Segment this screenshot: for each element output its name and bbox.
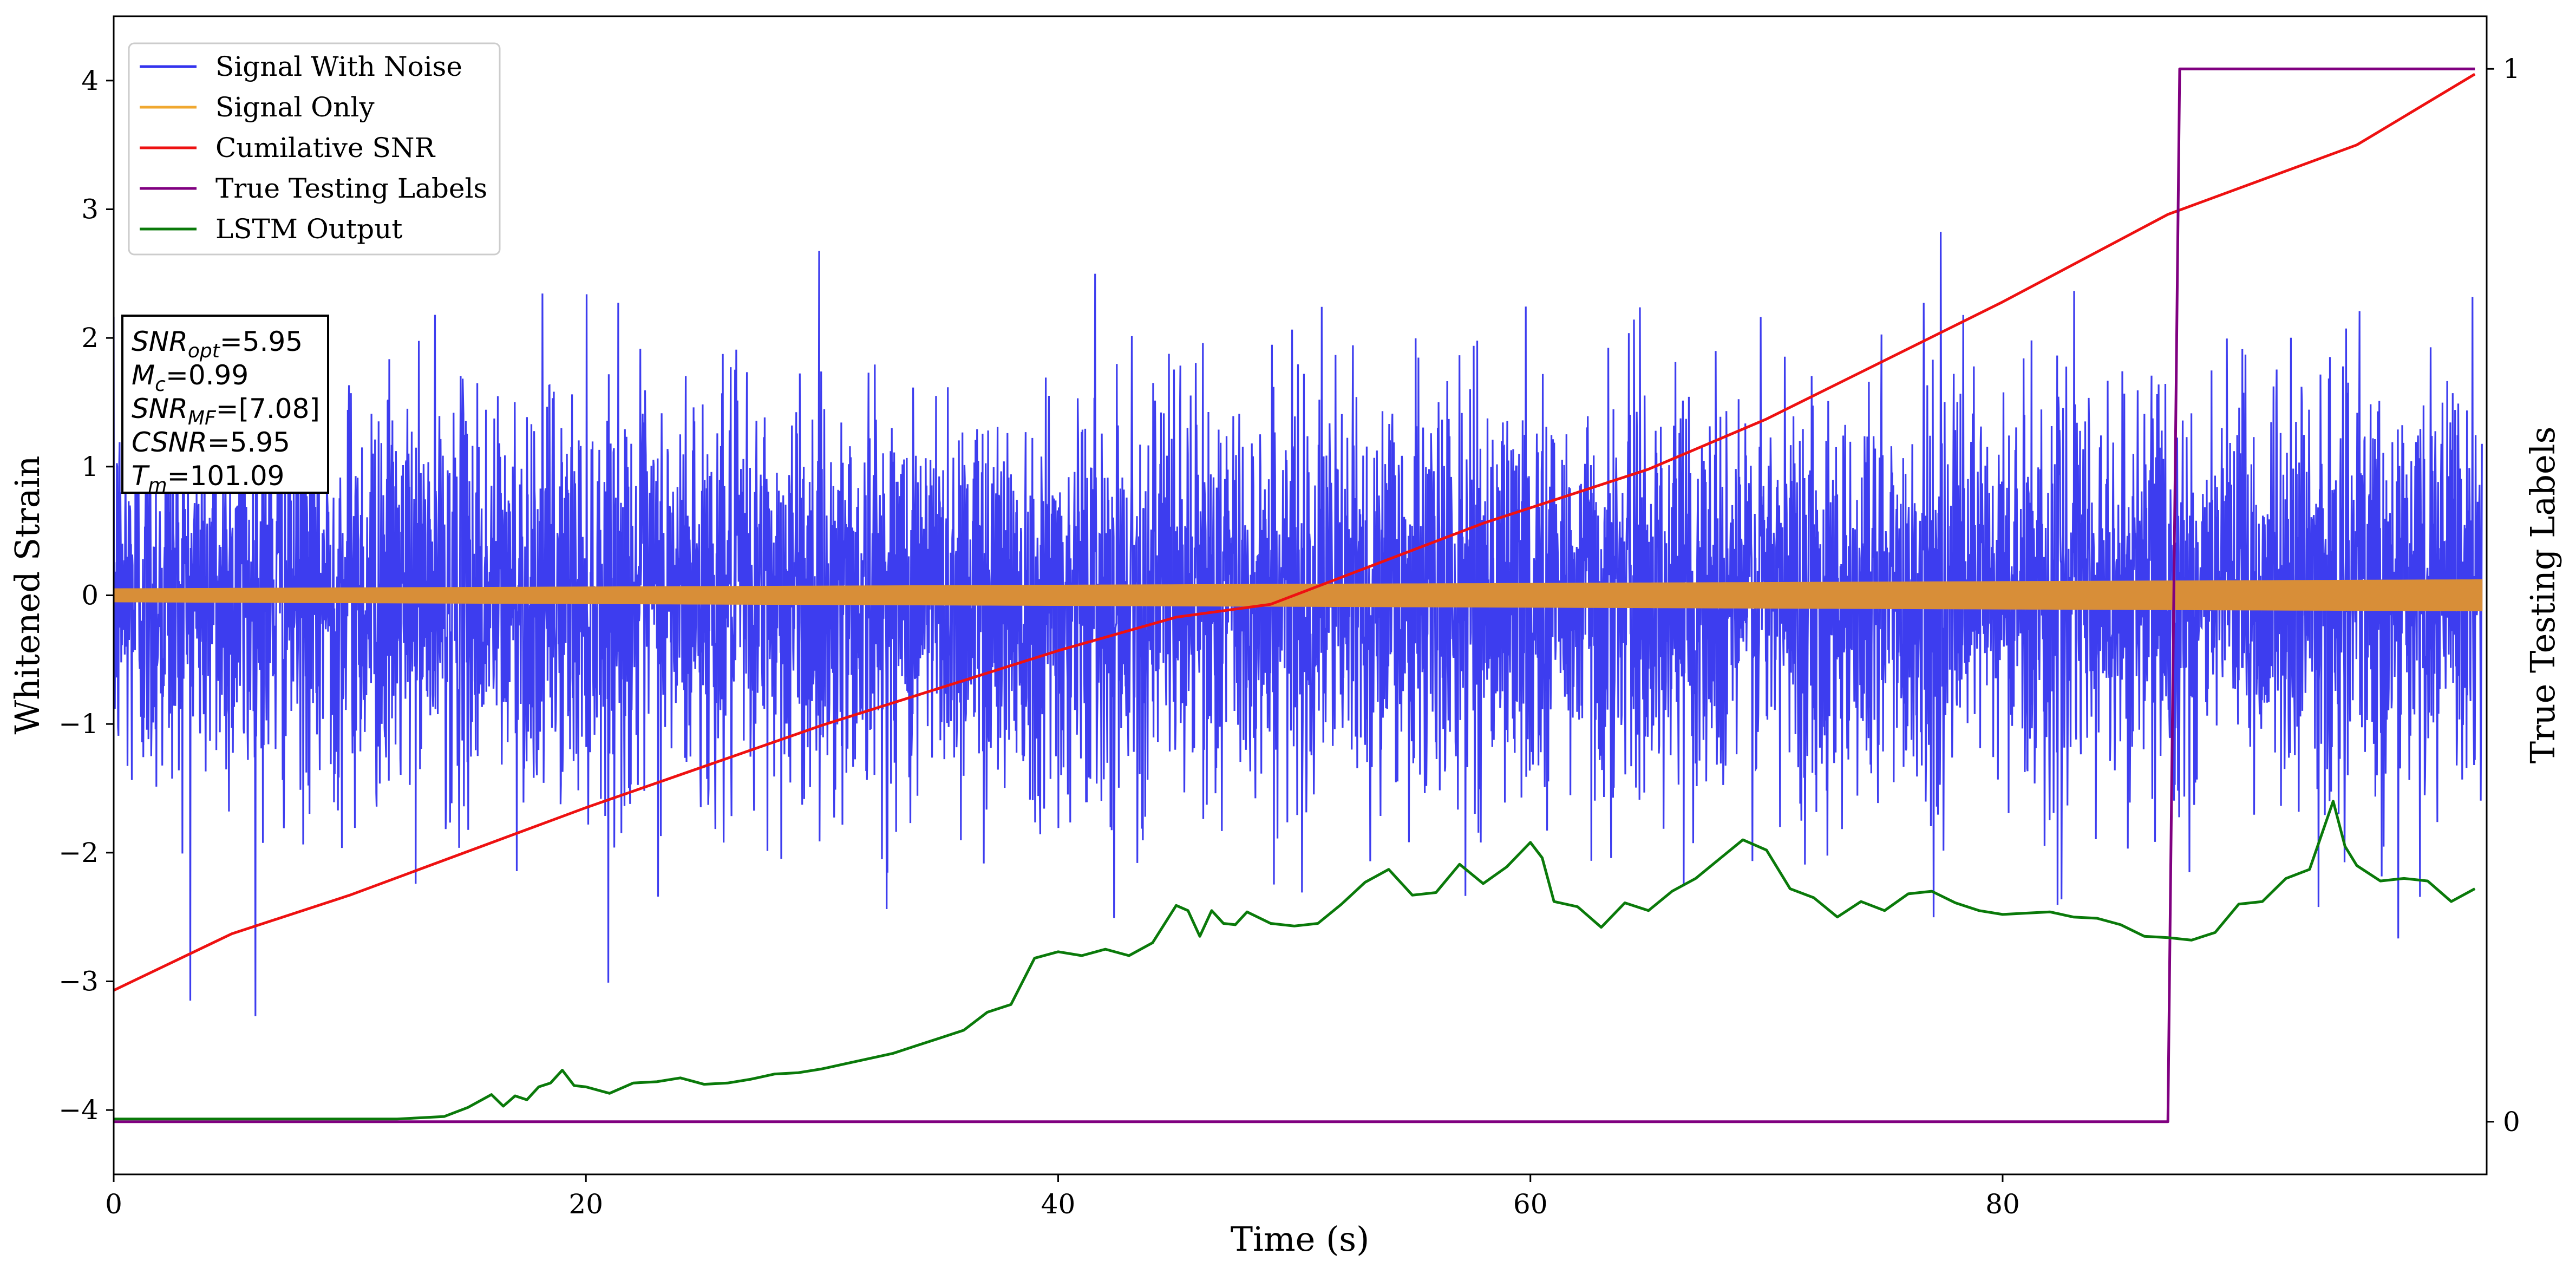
legend: Signal With Noise Signal Only Cumilative S… (128, 42, 501, 256)
x-tick-label: 40 (1041, 1188, 1076, 1220)
annotation-line: Tm=101.09 (132, 460, 284, 496)
y2-tick-label: 1 (2503, 53, 2520, 84)
annotation-frame (121, 315, 329, 494)
y-axis-label: Whitened Strain (8, 456, 47, 735)
series-cumulative-snr (114, 73, 2476, 992)
y-tick-label: 0 (81, 580, 99, 611)
annotation-line: SNRopt=5.95 (132, 326, 303, 362)
series-lstm-output (114, 800, 2476, 1121)
series-signal-with-noise (114, 232, 2483, 1016)
y-tick-label: 2 (81, 322, 99, 354)
y-tick-label: 4 (81, 65, 99, 96)
series-true-testing-labels (114, 67, 2475, 1123)
legend-box (128, 42, 501, 256)
y-tick-label: −4 (58, 1094, 99, 1126)
x-tick-label: 0 (105, 1188, 122, 1220)
y-tick-label: −1 (58, 708, 99, 740)
y2-axis-label: True Testing Labels (2523, 427, 2562, 764)
y-tick-label: −2 (58, 837, 99, 868)
y-tick-label: −3 (58, 966, 99, 997)
legend-label: Signal With Noise (215, 51, 462, 82)
y-tick-label: 3 (81, 194, 99, 225)
annotation-box: SNRopt=5.95Mc=0.99SNRMF=[7.08]CSNR=5.95T… (121, 315, 329, 496)
x-tick-label: 80 (1985, 1188, 2020, 1220)
legend-label: Cumilative SNR (215, 132, 435, 164)
y-tick-label: 1 (81, 451, 99, 482)
y2-tick-label: 0 (2503, 1106, 2520, 1138)
legend-label: Signal Only (215, 92, 375, 123)
x-tick-label: 60 (1513, 1188, 1548, 1220)
legend-label: LSTM Output (215, 213, 402, 245)
annotation-line: SNRMF=[7.08] (132, 393, 320, 429)
x-axis-label: Time (s) (1231, 1219, 1370, 1259)
annotation-line: CSNR=5.95 (132, 427, 290, 458)
legend-label: True Testing Labels (215, 173, 487, 204)
x-tick-label: 20 (568, 1188, 603, 1220)
annotation-line: Mc=0.99 (132, 360, 249, 396)
